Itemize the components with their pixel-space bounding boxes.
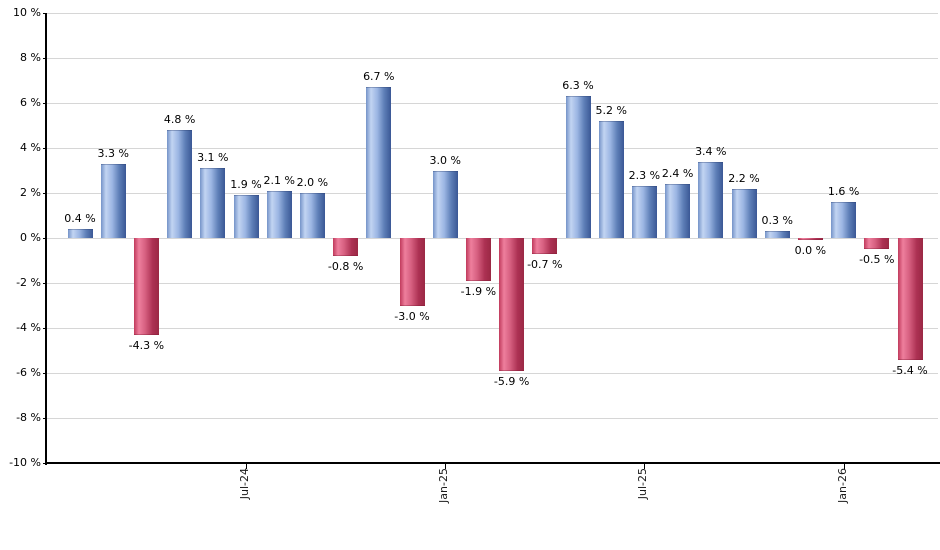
bar: [299, 193, 325, 238]
bar: [67, 229, 93, 238]
bar: [897, 238, 923, 360]
bar-value-label: 3.1 %: [197, 151, 229, 165]
bar: [200, 168, 226, 238]
gridline: [47, 148, 938, 149]
gridline: [47, 373, 938, 374]
x-axis-label: Jan-26: [835, 468, 849, 503]
x-axis-line: [45, 462, 940, 464]
bar: [797, 238, 823, 240]
bar-value-label: -0.8 %: [327, 260, 364, 273]
bar-value-label: -0.5 %: [859, 253, 895, 267]
bar: [731, 188, 757, 238]
y-axis-label: -8 %: [16, 411, 41, 424]
bar: [233, 195, 259, 238]
bar-value-label: 3.4 %: [695, 144, 727, 158]
gridline: [47, 103, 938, 104]
gridline: [47, 418, 938, 419]
y-axis-label: -2 %: [16, 276, 41, 289]
bar: [831, 202, 857, 238]
gridline: [47, 283, 938, 284]
bar: [167, 130, 193, 238]
y-axis-label: 10 %: [13, 6, 41, 19]
bar-value-label: 0.3 %: [761, 214, 793, 228]
y-axis-label: 4 %: [20, 141, 41, 154]
bar: [399, 238, 425, 306]
bar: [366, 87, 392, 238]
gridline: [47, 328, 938, 329]
bar: [864, 238, 890, 250]
bar-value-label: 2.2 %: [728, 171, 760, 185]
bar-value-label: 4.8 %: [163, 113, 196, 126]
y-axis-label: 8 %: [20, 51, 41, 64]
gridline: [47, 13, 938, 14]
bar: [432, 170, 458, 238]
gridline: [47, 193, 938, 194]
bar-value-label: 6.3 %: [562, 79, 594, 93]
bar: [764, 231, 790, 238]
bar: [133, 238, 159, 335]
y-axis-label: 2 %: [20, 186, 41, 199]
y-axis-label: 0 %: [20, 231, 41, 244]
bar: [565, 96, 591, 238]
bar: [465, 238, 491, 281]
bar-value-label: 0.4 %: [64, 212, 96, 225]
gridline: [47, 58, 938, 59]
x-axis-tick: [445, 464, 447, 469]
y-axis-label: -4 %: [16, 321, 41, 334]
bar-value-label: 1.6 %: [827, 185, 860, 198]
bar-value-label: 0.0 %: [794, 243, 827, 257]
bar-value-label: -3.0 %: [394, 309, 430, 323]
bar-value-label: 6.7 %: [363, 70, 395, 84]
y-axis-line: [45, 13, 47, 465]
bar-value-label: -5.4 %: [892, 363, 928, 377]
bar-value-label: -0.7 %: [527, 257, 563, 271]
bar-value-label: 3.0 %: [429, 153, 461, 167]
bar-value-label: 3.3 %: [97, 146, 129, 160]
bar: [631, 186, 657, 238]
bar-value-label: 1.9 %: [230, 178, 262, 192]
x-axis-tick: [246, 464, 247, 469]
y-axis-label: 6 %: [20, 96, 41, 109]
bar: [598, 121, 624, 238]
bar-value-label: 2.3 %: [628, 169, 661, 183]
bar-value-label: 2.1 %: [263, 173, 295, 187]
gridline: [47, 238, 938, 239]
bar-value-label: 5.2 %: [595, 104, 627, 117]
bar-value-label: -5.9 %: [493, 374, 530, 388]
y-axis-label: -6 %: [16, 366, 41, 379]
x-axis-tick: [644, 464, 646, 469]
x-axis-label: Jul-24: [238, 468, 251, 500]
bar: [100, 163, 126, 238]
bar-value-label: 2.0 %: [296, 176, 329, 189]
bar: [532, 238, 558, 254]
x-axis-label: Jul-25: [636, 468, 650, 500]
bar: [665, 184, 691, 238]
x-axis-tick: [843, 464, 845, 469]
bar: [499, 238, 525, 371]
bar-value-label: -1.9 %: [460, 284, 497, 298]
x-axis-label: Jan-25: [437, 468, 451, 503]
bar-value-label: 2.4 %: [661, 167, 694, 180]
bar: [333, 238, 359, 256]
bar: [266, 190, 292, 238]
bar-value-label: -4.3 %: [128, 338, 165, 352]
y-axis-label: -10 %: [9, 456, 41, 469]
bar: [698, 161, 724, 238]
